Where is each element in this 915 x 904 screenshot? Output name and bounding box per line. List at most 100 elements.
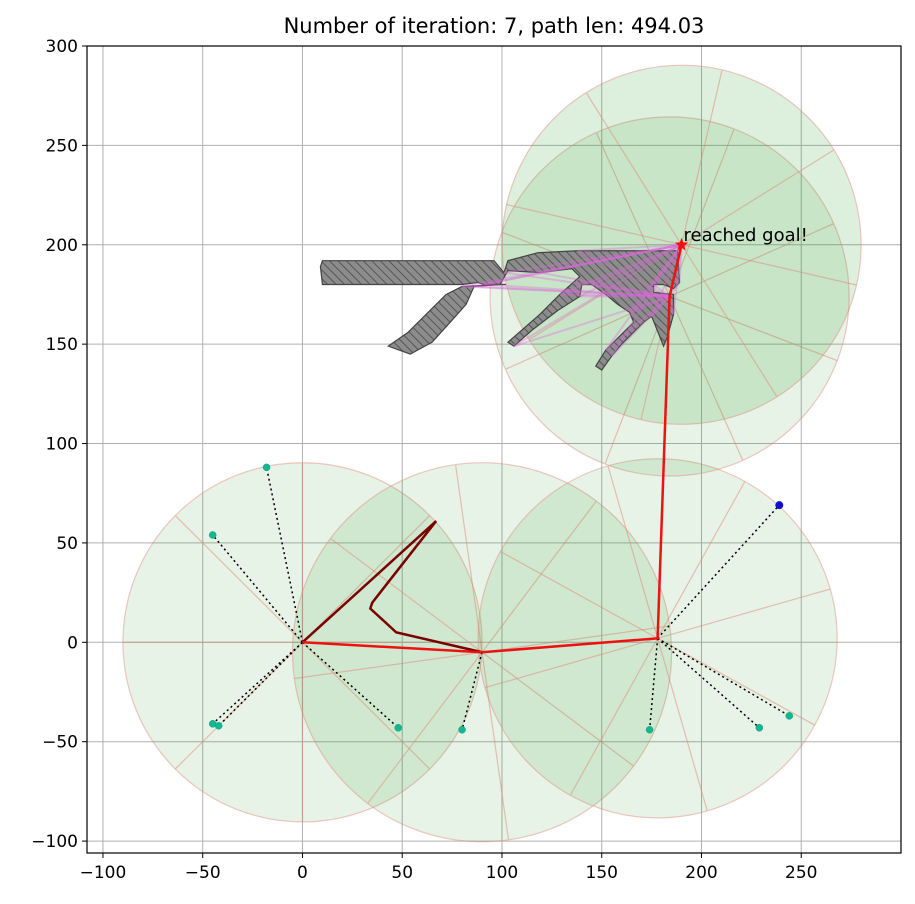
sector-divider — [681, 244, 778, 397]
sample-link — [657, 637, 790, 717]
sector-divider — [330, 538, 483, 653]
visibility-ray — [653, 283, 671, 298]
chart-title: Number of iteration: 7, path len: 494.03 — [284, 14, 705, 38]
reached-goal-annotation: reached goal! — [684, 225, 808, 246]
y-tick-label: 0 — [67, 633, 78, 653]
paths — [301, 244, 683, 654]
sector-divider — [481, 501, 597, 653]
visibility-ray — [591, 243, 682, 286]
y-tick-label: 50 — [56, 534, 78, 554]
sample-link — [461, 652, 483, 730]
visibility-ray — [652, 244, 683, 286]
sector-divider — [669, 295, 838, 362]
sector-divider — [481, 651, 634, 767]
sample-links — [212, 467, 790, 730]
visibility-ray — [503, 243, 682, 274]
x-tick-label: 0 — [297, 863, 308, 883]
sector-divider — [570, 638, 659, 796]
target-point — [775, 501, 784, 510]
sector-divider — [657, 637, 815, 726]
visibility-ray — [610, 295, 671, 357]
x-tick-label: 200 — [685, 863, 717, 883]
visibility-ray — [650, 295, 671, 317]
visibility-ray — [628, 244, 683, 313]
visibility-ray — [513, 243, 683, 347]
plot-area — [122, 64, 862, 843]
visibility-ray — [539, 271, 670, 298]
sector-divider — [669, 223, 834, 297]
visibility-ray — [604, 244, 683, 351]
sector-divider — [302, 515, 430, 643]
visibility-ray — [629, 295, 670, 314]
x-tick-label: 250 — [785, 863, 817, 883]
visibility-ray — [605, 295, 671, 351]
sector-divider — [481, 652, 510, 840]
sample-point — [208, 531, 217, 539]
x-tick-label: 150 — [586, 863, 618, 883]
sector-divider — [680, 70, 723, 245]
axis-ticks: −100 −50 0 50 100 150 200 250 −100 −50 0 50 100 150 20… — [31, 37, 817, 883]
sample-link — [648, 638, 659, 730]
y-tick-label: 200 — [46, 236, 78, 256]
visibility-ray — [483, 283, 670, 298]
sector-divider — [657, 638, 708, 811]
visibility-ray — [473, 285, 670, 298]
sector-divider — [175, 641, 303, 770]
sector-divider — [669, 296, 744, 461]
x-tick-label: −50 — [185, 863, 221, 883]
visibility-rays — [461, 243, 683, 357]
visibility-ray — [577, 249, 671, 298]
visibility-ray — [610, 244, 683, 357]
y-tick-label: −50 — [42, 733, 78, 753]
visibility-ray — [577, 243, 682, 252]
sample-point — [785, 712, 794, 720]
sample-point — [645, 726, 654, 734]
sample-point — [214, 722, 223, 730]
x-tick-label: 100 — [486, 863, 518, 883]
sector-divider — [657, 588, 831, 639]
sample-link — [301, 641, 399, 729]
visibility-ray — [672, 244, 683, 315]
sector-divider — [175, 515, 303, 643]
visibility-ray — [462, 285, 670, 298]
x-tick-label: −100 — [80, 863, 127, 883]
goal-star — [674, 237, 689, 251]
sample-link — [212, 641, 303, 725]
sample-link — [212, 534, 304, 643]
sector-divider — [506, 203, 682, 246]
visibility-ray — [579, 243, 682, 298]
axes-frame — [86, 45, 902, 854]
sample-point — [262, 463, 271, 472]
sector-divider — [681, 149, 835, 246]
solution-path — [302, 244, 683, 654]
sector-divider — [302, 641, 430, 770]
visibility-ray — [591, 283, 670, 298]
y-tick-label: 300 — [46, 37, 78, 57]
sample-point — [755, 724, 764, 732]
sector-divider — [657, 481, 746, 639]
sector-divider — [607, 466, 659, 639]
y-tick-label: 150 — [46, 335, 78, 355]
node-sectors — [122, 64, 862, 843]
x-tick-label: 50 — [391, 863, 413, 883]
visibility-ray — [539, 243, 682, 274]
visibility-ray — [559, 293, 670, 298]
sector-divider — [294, 651, 483, 680]
y-tick-label: 250 — [46, 136, 78, 156]
visibility-ray — [650, 244, 683, 317]
sector-divider — [367, 651, 483, 804]
sector-divider — [484, 637, 658, 689]
sample-link — [657, 504, 780, 639]
visibility-ray — [513, 295, 670, 348]
y-tick-label: 100 — [46, 435, 78, 455]
sector-divider — [669, 129, 735, 297]
dark-path — [301, 520, 483, 654]
sample-point — [458, 726, 466, 734]
sector-divider — [481, 625, 670, 653]
visibility-ray — [503, 271, 670, 298]
sector-divider — [585, 92, 683, 246]
sector-divider — [500, 551, 658, 639]
y-tick-label: −100 — [31, 832, 78, 852]
visibility-ray — [473, 243, 682, 288]
